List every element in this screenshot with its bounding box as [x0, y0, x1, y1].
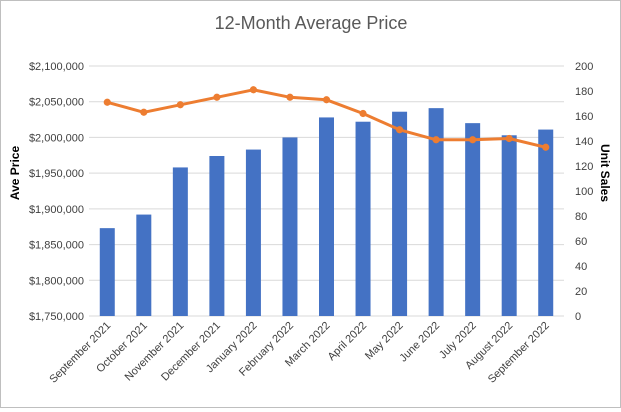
- bar: [392, 111, 408, 316]
- bar: [209, 156, 225, 316]
- right-axis-tick-label: 100: [575, 186, 593, 198]
- x-axis-tick-label: April 2022: [326, 320, 370, 364]
- right-axis-tick-label: 80: [575, 211, 587, 223]
- left-axis-tick-label: $2,050,000: [29, 97, 84, 109]
- bar: [172, 167, 188, 316]
- right-axis-tick-label: 120: [575, 161, 593, 173]
- bar-series: [99, 108, 554, 317]
- left-axis-ticks: $1,750,000 $1,800,000 $1,850,000 $1,900,000…: [29, 61, 84, 323]
- left-axis-title: Ave Price: [8, 146, 22, 201]
- left-axis-tick-label: $1,950,000: [29, 168, 84, 180]
- line-point: [395, 126, 404, 134]
- line-point: [249, 86, 258, 94]
- right-axis-tick-label: 180: [575, 86, 593, 98]
- left-axis-tick-label: $2,000,000: [29, 132, 84, 144]
- line-point: [103, 98, 111, 106]
- bar: [136, 214, 152, 316]
- line-point: [542, 143, 550, 151]
- line-point: [432, 136, 440, 144]
- right-axis-title: Unit Sales: [598, 144, 612, 202]
- chart-title: 12-Month Average Price: [215, 13, 408, 33]
- line-point: [505, 134, 513, 143]
- left-axis-tick-label: $1,800,000: [29, 275, 84, 287]
- left-axis-tick-label: $1,900,000: [29, 204, 84, 216]
- line-point: [469, 136, 477, 144]
- right-axis-tick-label: 40: [575, 261, 587, 273]
- bar: [538, 129, 554, 316]
- line-point: [176, 101, 184, 109]
- right-axis-tick-label: 160: [575, 111, 593, 123]
- line-point: [286, 93, 294, 101]
- bar: [465, 123, 481, 317]
- bar: [428, 108, 444, 317]
- right-axis-tick-label: 0: [575, 311, 581, 323]
- left-axis-tick-label: $1,850,000: [29, 240, 84, 252]
- bar: [355, 121, 371, 316]
- right-axis-tick-label: 20: [575, 286, 587, 298]
- x-axis-tick-label: September 2021: [47, 320, 113, 386]
- bar: [245, 149, 261, 316]
- line-point: [213, 93, 221, 101]
- right-axis-tick-label: 140: [575, 136, 593, 148]
- bar: [501, 135, 517, 316]
- bar: [282, 137, 298, 316]
- right-axis-tick-label: 60: [575, 236, 587, 248]
- left-axis-tick-label: $2,100,000: [29, 61, 84, 73]
- line-series: [103, 86, 550, 151]
- line-point: [359, 109, 367, 118]
- line-point: [322, 96, 331, 104]
- line-point: [140, 108, 148, 116]
- x-axis-tick-label: June 2022: [397, 320, 442, 365]
- right-axis-ticks: 0 20 40 60 80 100 120 140 160 180 200: [575, 61, 593, 323]
- bar: [99, 228, 115, 316]
- right-axis-tick-label: 200: [575, 61, 593, 73]
- bar: [319, 117, 334, 316]
- left-axis-tick-label: $1,750,000: [29, 311, 84, 323]
